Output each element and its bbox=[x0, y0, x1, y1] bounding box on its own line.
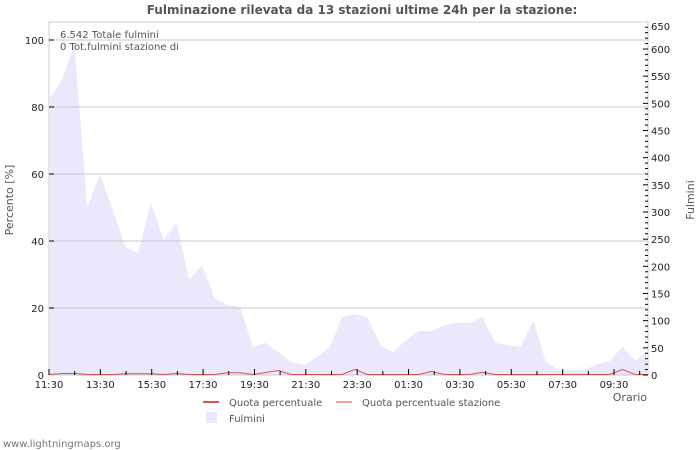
svg-text:15:30: 15:30 bbox=[137, 380, 166, 391]
svg-text:200: 200 bbox=[651, 262, 670, 273]
svg-text:650: 650 bbox=[651, 22, 670, 33]
svg-text:150: 150 bbox=[651, 290, 670, 301]
left-y-axis: 0 20 40 60 80 100 bbox=[25, 36, 54, 382]
footer-site-link[interactable]: www.lightningmaps.org bbox=[3, 439, 121, 450]
svg-text:0: 0 bbox=[38, 371, 44, 382]
svg-text:21:30: 21:30 bbox=[291, 380, 320, 391]
svg-text:400: 400 bbox=[651, 154, 670, 165]
svg-text:100: 100 bbox=[25, 36, 44, 47]
legend-swatch-fulmini bbox=[206, 412, 217, 423]
svg-text:550: 550 bbox=[651, 72, 670, 83]
svg-text:60: 60 bbox=[31, 170, 44, 181]
legend: Quota percentuale Quota percentuale staz… bbox=[203, 398, 500, 425]
svg-text:450: 450 bbox=[651, 127, 670, 138]
right-axis-label: Fulmini bbox=[684, 180, 697, 220]
left-axis-label: Percento [%] bbox=[3, 165, 16, 236]
svg-text:01:30: 01:30 bbox=[394, 380, 423, 391]
svg-text:50: 50 bbox=[651, 344, 664, 355]
station-lightning-annotation: 0 Tot.fulmini stazione di bbox=[60, 42, 179, 53]
svg-text:07:30: 07:30 bbox=[548, 380, 577, 391]
x-axis-label: Orario bbox=[613, 391, 648, 404]
svg-text:0: 0 bbox=[651, 371, 657, 382]
right-y-axis: 0 50 100 150 200 250 300 350 400 450 500 550 600 650 bbox=[643, 22, 670, 382]
svg-text:09:30: 09:30 bbox=[600, 380, 629, 391]
svg-text:03:30: 03:30 bbox=[445, 380, 474, 391]
svg-text:40: 40 bbox=[31, 237, 44, 248]
svg-text:05:30: 05:30 bbox=[497, 380, 526, 391]
svg-text:23:30: 23:30 bbox=[343, 380, 372, 391]
svg-text:250: 250 bbox=[651, 235, 670, 246]
total-lightning-annotation: 6.542 Totale fulmini bbox=[60, 30, 159, 41]
chart-title: Fulminazione rilevata da 13 stazioni ult… bbox=[147, 3, 578, 17]
svg-text:19:30: 19:30 bbox=[240, 380, 269, 391]
svg-text:300: 300 bbox=[651, 208, 670, 219]
svg-text:11:30: 11:30 bbox=[35, 380, 64, 391]
svg-text:600: 600 bbox=[651, 45, 670, 56]
legend-label-fulmini: Fulmini bbox=[229, 414, 265, 425]
svg-text:20: 20 bbox=[31, 304, 44, 315]
svg-text:17:30: 17:30 bbox=[189, 380, 218, 391]
fulmini-area bbox=[49, 45, 648, 375]
svg-text:80: 80 bbox=[31, 103, 44, 114]
legend-label-quota-percentuale-stazione: Quota percentuale stazione bbox=[362, 398, 500, 409]
svg-text:500: 500 bbox=[651, 99, 670, 110]
svg-text:13:30: 13:30 bbox=[86, 380, 115, 391]
legend-label-quota-percentuale: Quota percentuale bbox=[229, 398, 322, 409]
quota-percentuale-line bbox=[48, 368, 648, 376]
x-axis: 11:30 13:30 15:30 17:30 19:30 21:30 23:30 01:30… bbox=[35, 369, 641, 391]
grid-lines bbox=[49, 39, 648, 376]
svg-text:350: 350 bbox=[651, 181, 670, 192]
svg-text:100: 100 bbox=[651, 317, 670, 328]
